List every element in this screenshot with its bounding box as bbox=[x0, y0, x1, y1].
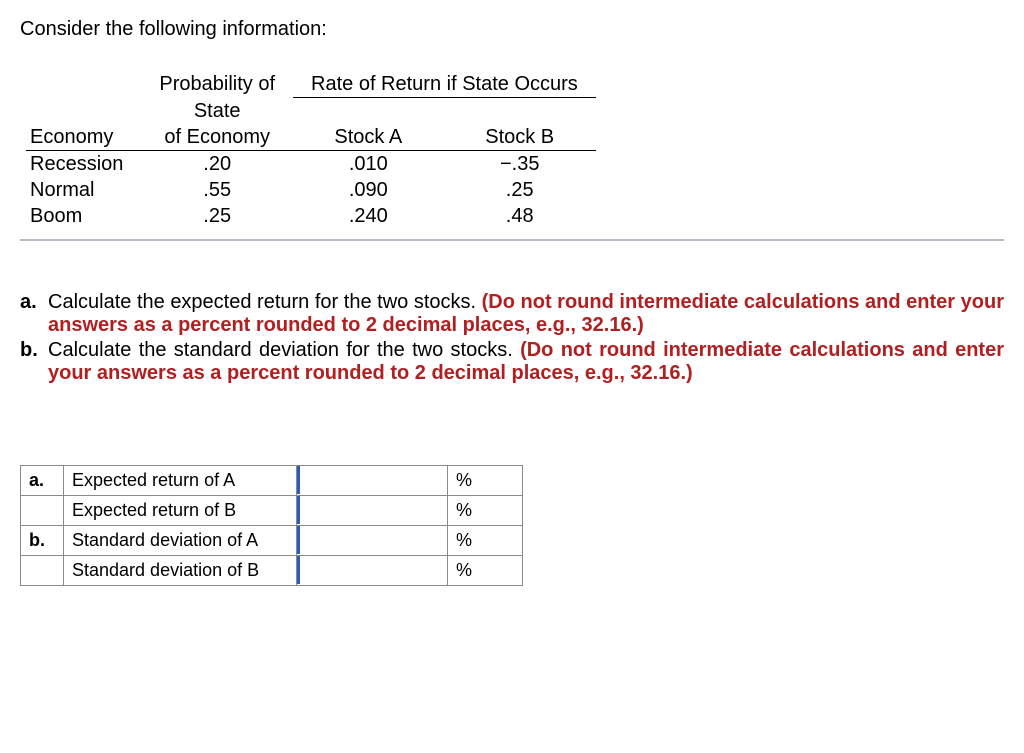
expected-return-b-input[interactable] bbox=[297, 496, 447, 524]
answer-label: Standard deviation of A bbox=[64, 525, 297, 555]
table-row: Normal .55 .090 .25 bbox=[26, 177, 596, 203]
unit-label: % bbox=[448, 525, 523, 555]
answer-label: Expected return of B bbox=[64, 495, 297, 525]
answer-label: Standard deviation of B bbox=[64, 555, 297, 585]
prob-cell: .25 bbox=[141, 203, 293, 229]
prob-cell: .20 bbox=[141, 150, 293, 177]
questions-block: a. Calculate the expected return for the… bbox=[20, 291, 1004, 385]
question-letter: a. bbox=[20, 291, 42, 337]
stock-b-header: Stock B bbox=[444, 124, 596, 151]
question-text: Calculate the standard deviation for the… bbox=[48, 339, 520, 361]
rate-header: Rate of Return if State Occurs bbox=[293, 71, 596, 98]
question-text: Calculate the expected return for the tw… bbox=[48, 291, 482, 313]
table-row: Boom .25 .240 .48 bbox=[26, 203, 596, 229]
answer-row: Expected return of B % bbox=[21, 495, 523, 525]
answer-row: b. Standard deviation of A % bbox=[21, 525, 523, 555]
state-cell: Boom bbox=[26, 203, 141, 229]
stock-b-cell: −.35 bbox=[444, 150, 596, 177]
std-dev-b-input[interactable] bbox=[297, 556, 447, 584]
std-dev-a-input[interactable] bbox=[297, 526, 447, 554]
answer-letter: a. bbox=[21, 465, 64, 495]
state-return-table: Probability of Rate of Return if State O… bbox=[26, 71, 596, 229]
stock-b-cell: .48 bbox=[444, 203, 596, 229]
prob-header-line2: State bbox=[141, 98, 293, 124]
stock-b-cell: .25 bbox=[444, 177, 596, 203]
stock-a-cell: .010 bbox=[293, 150, 444, 177]
state-cell: Recession bbox=[26, 150, 141, 177]
unit-label: % bbox=[448, 555, 523, 585]
answer-letter bbox=[21, 555, 64, 585]
answer-label: Expected return of A bbox=[64, 465, 297, 495]
answer-row: Standard deviation of B % bbox=[21, 555, 523, 585]
answer-letter bbox=[21, 495, 64, 525]
prob-header-line3: of Economy bbox=[141, 124, 293, 151]
question-a: a. Calculate the expected return for the… bbox=[20, 291, 1004, 337]
answer-letter: b. bbox=[21, 525, 64, 555]
answer-table: a. Expected return of A % Expected retur… bbox=[20, 465, 523, 586]
unit-label: % bbox=[448, 465, 523, 495]
scrollbar-track bbox=[20, 239, 1004, 251]
stock-a-cell: .240 bbox=[293, 203, 444, 229]
prob-cell: .55 bbox=[141, 177, 293, 203]
question-letter: b. bbox=[20, 339, 42, 385]
question-b: b. Calculate the standard deviation for … bbox=[20, 339, 1004, 385]
answer-row: a. Expected return of A % bbox=[21, 465, 523, 495]
state-cell: Normal bbox=[26, 177, 141, 203]
intro-text: Consider the following information: bbox=[20, 18, 1004, 41]
economy-header: Economy bbox=[26, 124, 141, 151]
prob-header-line1: Probability of bbox=[141, 71, 293, 98]
stock-a-cell: .090 bbox=[293, 177, 444, 203]
table-row: Recession .20 .010 −.35 bbox=[26, 150, 596, 177]
stock-a-header: Stock A bbox=[293, 124, 444, 151]
unit-label: % bbox=[448, 495, 523, 525]
expected-return-a-input[interactable] bbox=[297, 466, 447, 494]
